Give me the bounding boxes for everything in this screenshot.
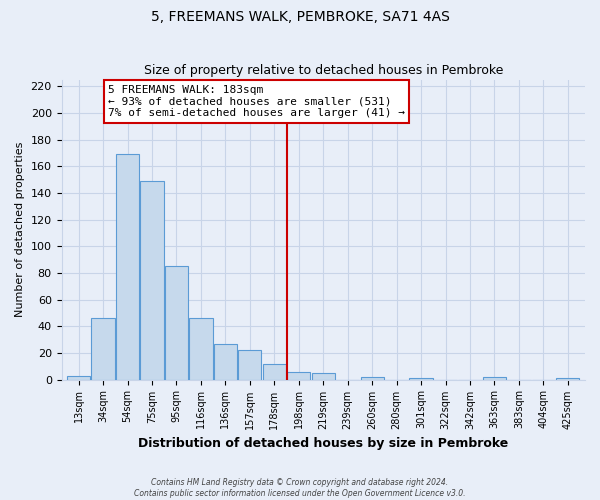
Bar [263,364,286,380]
X-axis label: Distribution of detached houses by size in Pembroke: Distribution of detached houses by size … [138,437,508,450]
Bar [238,350,262,380]
Bar [483,377,506,380]
Bar [556,378,580,380]
Bar [165,266,188,380]
Text: Contains HM Land Registry data © Crown copyright and database right 2024.
Contai: Contains HM Land Registry data © Crown c… [134,478,466,498]
Bar [409,378,433,380]
Bar [116,154,139,380]
Text: 5, FREEMANS WALK, PEMBROKE, SA71 4AS: 5, FREEMANS WALK, PEMBROKE, SA71 4AS [151,10,449,24]
Title: Size of property relative to detached houses in Pembroke: Size of property relative to detached ho… [143,64,503,77]
Bar [361,377,384,380]
Bar [190,318,212,380]
Bar [140,181,164,380]
Y-axis label: Number of detached properties: Number of detached properties [15,142,25,318]
Bar [287,372,310,380]
Bar [311,373,335,380]
Bar [91,318,115,380]
Bar [214,344,237,380]
Bar [67,376,90,380]
Text: 5 FREEMANS WALK: 183sqm
← 93% of detached houses are smaller (531)
7% of semi-de: 5 FREEMANS WALK: 183sqm ← 93% of detache… [108,85,405,118]
